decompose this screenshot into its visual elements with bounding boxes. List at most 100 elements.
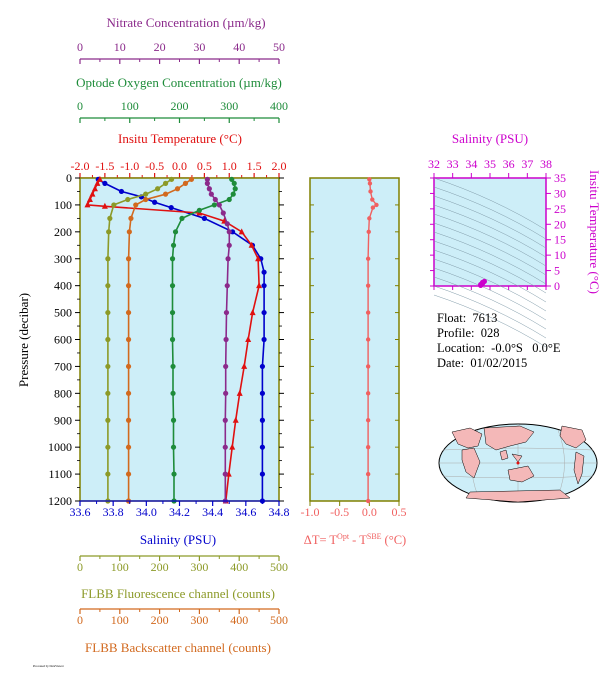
backscatter-tick-label: 400 [230, 613, 248, 627]
world-map-land [451, 425, 587, 503]
temperature-tick-label: 1.5 [247, 159, 262, 173]
temperature-point [94, 179, 101, 186]
ts-salinity-tick-label: 36 [503, 157, 515, 171]
pressure-tick-label: 900 [54, 413, 72, 427]
temperature-point [248, 241, 255, 248]
backscatter-point [125, 283, 132, 289]
temperature-point [256, 282, 263, 289]
nitrate-tick-label: 50 [273, 40, 285, 54]
backscatter-point [125, 444, 132, 450]
fluorescence-point [111, 202, 117, 208]
oxygen-tick-label: 200 [171, 99, 189, 113]
fluorescence-point [105, 363, 111, 370]
fluorescence-point [105, 444, 111, 450]
fluorescence-tick-label: 300 [190, 560, 208, 574]
backscatter-point [125, 336, 132, 343]
nitrate-point [223, 363, 229, 370]
footer-stamp: Processed by DataViewer [33, 664, 64, 668]
salinity-point [261, 283, 267, 289]
temperature-point [84, 201, 91, 208]
salinity-point [261, 336, 267, 343]
oxygen-point [171, 471, 177, 477]
world-map [438, 423, 598, 503]
delta-t-point [365, 498, 371, 504]
pressure-axis: 0 100 200 300 400 500 600 700 800 900 1000 1100 1200 [48, 171, 284, 508]
delta-t-point [365, 256, 371, 261]
delta-t-tick-label: 0.0 [362, 505, 377, 519]
oxygen-point [231, 180, 237, 186]
ts-temperature-tick-label: 20 [554, 217, 566, 231]
nitrate-point [226, 242, 232, 248]
fluorescence-tick-label: 100 [111, 560, 129, 574]
date: Date: 01/02/2015 [437, 356, 528, 370]
oxygen-point [170, 417, 177, 423]
backscatter-axis: 0 100 200 300 400 500 [77, 608, 288, 627]
delta-t-point [365, 391, 371, 396]
main-series-group [84, 175, 267, 504]
salinity-point [201, 215, 207, 221]
backscatter-point [125, 309, 132, 316]
temperature-point [86, 196, 93, 203]
backscatter-point [125, 417, 132, 423]
fluorescence-tick-label: 400 [230, 560, 248, 574]
ts-salinity-tick-label: 33 [447, 157, 459, 171]
temperature-point [245, 336, 252, 342]
nitrate-point [204, 180, 210, 186]
nitrate-point [212, 196, 218, 203]
delta-t-point [367, 181, 373, 186]
fluorescence-axis: 0 100 200 300 400 500 [77, 555, 288, 574]
delta-t-point [365, 337, 371, 342]
nitrate-tick-label: 20 [154, 40, 166, 54]
temperature-point [255, 255, 262, 262]
temperature-tick-label: -1.5 [95, 159, 114, 173]
backscatter-point [125, 363, 132, 370]
isopycnal-line [433, 267, 547, 321]
oxygen-point [179, 215, 185, 221]
salinity-point [261, 269, 267, 275]
backscatter-tick-label: 200 [151, 613, 169, 627]
salinity-tick-label: 34.8 [269, 505, 290, 519]
isopycnal-line [433, 285, 547, 339]
oxygen-point [170, 390, 176, 396]
nitrate-point [204, 176, 210, 182]
backscatter-point [125, 471, 132, 477]
salinity-point [259, 363, 266, 370]
pressure-tick-label: 100 [54, 198, 72, 212]
fluorescence-point [105, 390, 111, 396]
delta-t-point [366, 229, 371, 235]
temperature-point [89, 190, 96, 197]
pressure-tick-label: 400 [54, 279, 72, 293]
nitrate-point [208, 191, 214, 197]
delta-t-plot-area [309, 177, 400, 502]
nitrate-point [223, 309, 230, 316]
delta-t-series [365, 177, 379, 504]
isopycnal-line [433, 213, 547, 267]
pressure-tick-label: 1000 [48, 440, 72, 454]
ts-temperature-title: Insitu Temperature (°C) [587, 170, 602, 294]
fluorescence-point [168, 176, 175, 182]
delta-t-point [365, 444, 371, 450]
profile-number: Profile: 028 [437, 326, 500, 340]
salinity-point [168, 205, 174, 211]
oxygen-point [196, 207, 202, 213]
backscatter-point [162, 191, 169, 197]
fluorescence-point [105, 309, 111, 316]
ts-points [478, 278, 487, 288]
salinity-point [259, 444, 266, 450]
temperature-tick-label: 0.0 [172, 159, 187, 173]
ts-temperature-tick-label: 5 [554, 264, 560, 278]
nitrate-point [222, 471, 228, 477]
ts-salinity-tick-label: 37 [521, 157, 533, 171]
delta-t-point [365, 283, 371, 288]
fluorescence-tick-label: 0 [77, 560, 83, 574]
pressure-tick-label: 300 [54, 252, 72, 266]
pressure-tick-label: 500 [54, 306, 72, 320]
fluorescence-point [107, 215, 113, 221]
pressure-axis-title: Pressure (decibar) [16, 293, 31, 387]
salinity-axis-title: Salinity (PSU) [140, 532, 216, 547]
delta-t-point [370, 205, 376, 210]
salinity-axis: 33.6 33.8 34.0 34.2 34.4 34.6 34.8 [70, 500, 290, 519]
isopycnal-line [433, 276, 547, 330]
salinity-point [259, 471, 266, 477]
